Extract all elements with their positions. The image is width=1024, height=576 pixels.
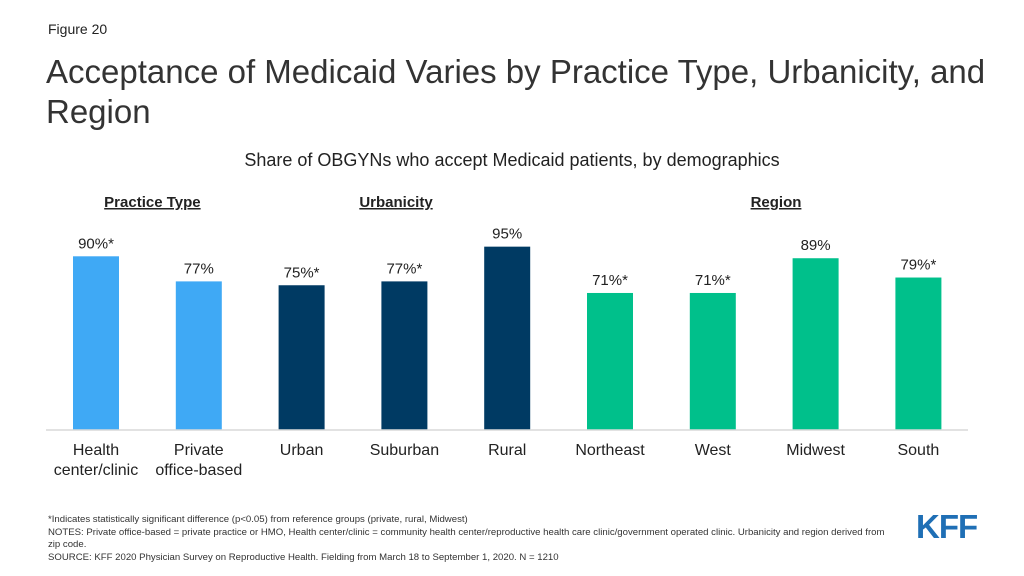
chart-subtitle: Share of OBGYNs who accept Medicaid pati…: [244, 150, 780, 170]
category-label: Midwest: [786, 442, 845, 459]
category-label: Rural: [488, 442, 526, 459]
bar-2-0: [587, 292, 633, 430]
bar-chart: 90%* Health center/clinic 77% Private office-…: [46, 194, 968, 479]
category-label: office-based: [155, 462, 242, 479]
bar-2-2: [792, 258, 839, 430]
notes-text: NOTES: Private office-based = private pr…: [48, 526, 885, 551]
category-label: center/clinic: [54, 462, 138, 479]
value-label: 71%*: [695, 272, 731, 289]
value-label: 77%: [184, 260, 214, 277]
bar-1-0: [278, 285, 325, 430]
group-label: Urbanicity: [359, 194, 433, 211]
value-label: 79%*: [900, 257, 936, 274]
category-label: Urban: [280, 442, 324, 459]
figure-label: Figure 20: [48, 21, 108, 37]
page-title: Acceptance of Medicaid Varies by Practic…: [46, 53, 986, 130]
category-label: South: [897, 442, 939, 459]
category-label: Health: [73, 442, 119, 459]
bar-0-0: [73, 256, 119, 430]
kff-logo: KFF: [916, 510, 978, 542]
value-label: 71%*: [592, 272, 628, 289]
bar-2-3: [895, 277, 942, 430]
group-label: Practice Type: [104, 194, 200, 211]
value-label: 95%: [492, 226, 522, 243]
group-label: Region: [751, 194, 802, 211]
bar-1-1: [381, 281, 428, 430]
source-text: SOURCE: KFF 2020 Physician Survey on Rep…: [48, 551, 559, 563]
footnotes: *Indicates statistically significant dif…: [48, 514, 888, 564]
bar-0-1: [175, 281, 222, 430]
value-label: 89%: [801, 237, 831, 254]
category-label: Northeast: [575, 442, 645, 459]
bar-1-2: [484, 246, 531, 430]
value-label: 90%*: [78, 235, 114, 252]
category-label: Private: [174, 442, 224, 459]
bar-2-1: [689, 292, 736, 430]
significance-note: *Indicates statistically significant dif…: [48, 514, 468, 525]
category-label: West: [695, 442, 732, 459]
kff-logo-text: KFF: [916, 510, 977, 542]
value-label: 77%*: [386, 260, 422, 277]
category-label: Suburban: [370, 442, 439, 459]
value-label: 75%*: [284, 264, 320, 281]
